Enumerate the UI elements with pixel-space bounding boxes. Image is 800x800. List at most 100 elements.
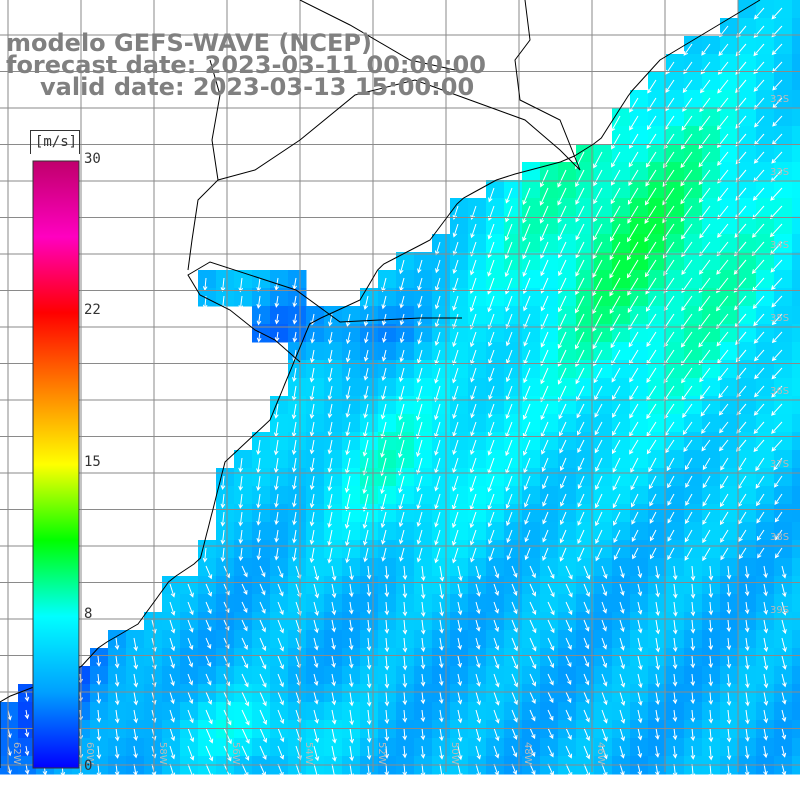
wind-arrow [649, 511, 657, 524]
wind-arrow [665, 79, 675, 93]
wind-speed-cell [738, 342, 757, 361]
wind-speed-cell [252, 522, 271, 541]
wind-arrow [384, 691, 390, 707]
wind-speed-cell [630, 648, 649, 667]
wind-speed-cell [684, 486, 703, 505]
wind-speed-cell [702, 378, 721, 397]
wind-speed-cell [774, 630, 793, 649]
wind-arrow [672, 745, 678, 759]
wind-arrow [646, 403, 657, 420]
wind-arrow [366, 709, 372, 726]
wind-arrow [187, 619, 194, 633]
wind-arrow [708, 727, 714, 743]
wind-arrow [609, 277, 621, 297]
wind-speed-cell [468, 342, 487, 361]
wind-speed-cell [540, 576, 559, 595]
wind-arrow [781, 565, 787, 579]
wind-speed-cell [594, 630, 613, 649]
wind-arrow [384, 637, 390, 653]
wind-arrow [381, 295, 387, 310]
wind-arrow [402, 727, 408, 741]
wind-speed-cell [144, 648, 163, 667]
wind-speed-cell [396, 324, 415, 343]
wind-speed-cell [774, 612, 793, 631]
wind-speed-cell [738, 306, 757, 325]
wind-speed-cell [450, 432, 469, 451]
wind-speed-cell [738, 396, 757, 415]
wind-speed-cell [540, 720, 559, 739]
wind-arrow [557, 169, 567, 188]
wind-arrow [655, 619, 661, 635]
wind-arrow [529, 691, 536, 705]
wind-speed-cell [324, 630, 343, 649]
wind-speed-cell [630, 144, 649, 163]
wind-speed-cell [396, 306, 415, 325]
wind-arrow [439, 655, 444, 669]
wind-speed-cell [738, 198, 757, 217]
wind-arrow [169, 655, 175, 669]
wind-speed-cell [720, 396, 739, 415]
wind-speed-cell [306, 378, 325, 397]
wind-arrow [781, 619, 787, 635]
wind-arrow [469, 295, 477, 313]
wind-arrow [366, 619, 372, 633]
wind-arrow [627, 277, 639, 296]
wind-arrow [637, 619, 643, 634]
wind-speed-cell [702, 144, 721, 163]
wind-arrow [470, 439, 477, 455]
wind-arrow [439, 583, 445, 600]
wind-speed-cell [702, 288, 721, 307]
wind-speed-cell [324, 702, 343, 721]
wind-speed-cell [522, 522, 541, 541]
wind-arrow [575, 205, 585, 223]
wind-arrow [345, 385, 351, 400]
wind-speed-cell [684, 360, 703, 379]
wind-speed-cell [414, 270, 433, 289]
wind-arrow [637, 637, 643, 653]
wind-arrow [313, 745, 320, 762]
wind-speed-cell [738, 738, 757, 757]
wind-speed-cell [216, 720, 235, 739]
wind-arrow [690, 583, 696, 599]
wind-speed-cell [702, 36, 721, 55]
wind-arrow [547, 691, 554, 704]
wind-arrow [327, 421, 333, 437]
wind-arrow [259, 673, 267, 688]
wind-arrow [522, 259, 531, 277]
wind-speed-cell [252, 666, 271, 685]
wind-speed-cell [504, 450, 523, 469]
wind-arrow [256, 457, 261, 474]
wind-speed-cell [558, 720, 577, 739]
wind-speed-cell [486, 252, 505, 271]
wind-speed-cell [684, 414, 703, 433]
wind-arrow [417, 277, 423, 291]
wind-speed-cell [576, 648, 595, 667]
wind-arrow [708, 709, 714, 724]
wind-speed-cell [468, 630, 487, 649]
wind-arrow [583, 637, 590, 650]
wind-arrow [583, 583, 590, 598]
wind-speed-cell [720, 54, 739, 73]
wind-speed-cell [792, 36, 800, 55]
wind-speed-cell [684, 378, 703, 397]
wind-speed-cell [720, 414, 739, 433]
wind-speed-cell [594, 738, 613, 757]
wind-speed-cell [612, 450, 631, 469]
longitude-label: 60W [84, 742, 95, 765]
wind-speed-cell [306, 468, 325, 487]
wind-arrow [169, 691, 175, 705]
wind-speed-cell [342, 360, 361, 379]
wind-speed-cell [666, 450, 685, 469]
wind-arrow [187, 727, 195, 743]
wind-arrow [774, 511, 783, 523]
wind-speed-cell [90, 720, 109, 739]
wind-speed-cell [450, 684, 469, 703]
wind-arrow [452, 295, 459, 311]
wind-arrow [720, 529, 729, 543]
wind-arrow [277, 745, 285, 760]
wind-arrow [595, 529, 603, 544]
wind-arrow [523, 457, 531, 474]
wind-speed-cell [216, 468, 235, 487]
wind-speed-cell [594, 414, 613, 433]
wind-speed-cell [594, 648, 613, 667]
